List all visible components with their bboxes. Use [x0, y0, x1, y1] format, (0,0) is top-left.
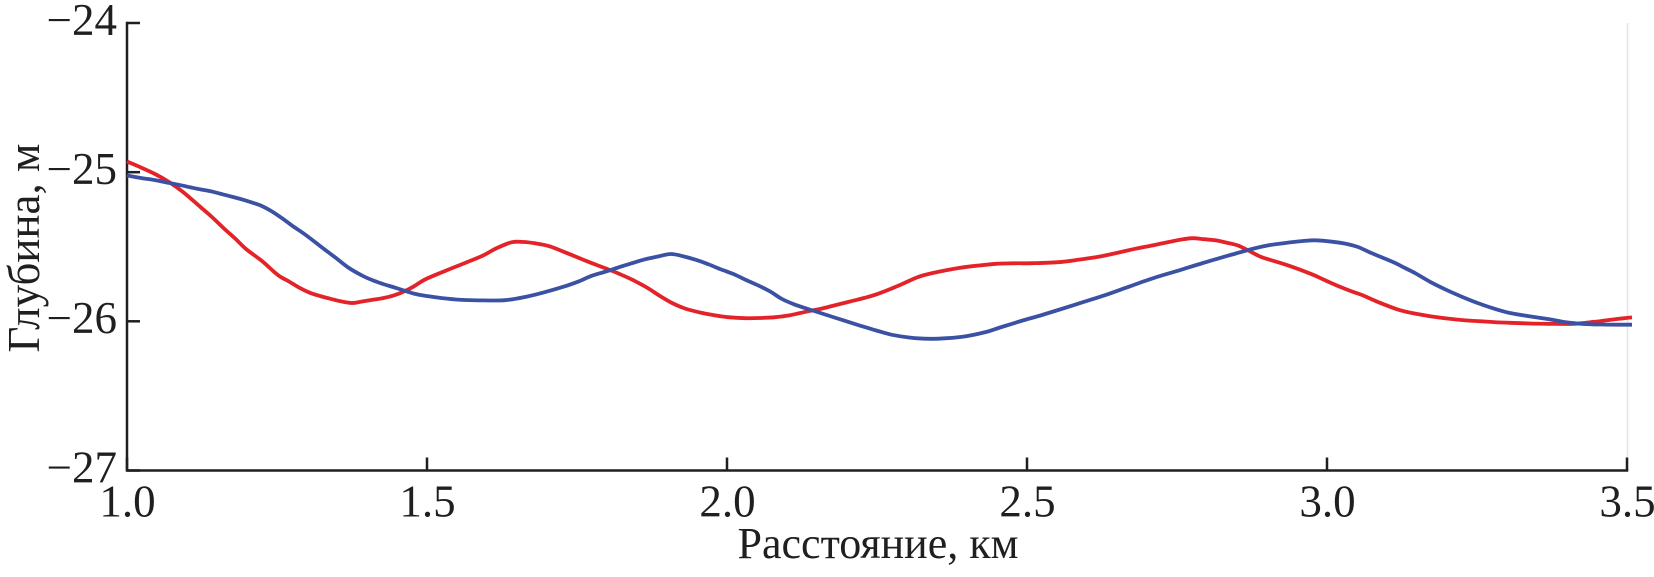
- svg-text:1.0: 1.0: [99, 477, 155, 527]
- svg-text:2.5: 2.5: [999, 477, 1055, 527]
- svg-text:3.5: 3.5: [1599, 477, 1654, 527]
- svg-text:−26: −26: [47, 293, 117, 343]
- svg-text:−25: −25: [47, 144, 117, 194]
- svg-text:3.0: 3.0: [1299, 477, 1355, 527]
- svg-text:1.5: 1.5: [399, 477, 455, 527]
- svg-text:Расстояние, км: Расстояние, км: [738, 519, 1019, 568]
- svg-text:−24: −24: [47, 0, 117, 45]
- svg-text:2.0: 2.0: [699, 477, 755, 527]
- svg-text:−27: −27: [47, 442, 117, 492]
- svg-text:Глубина, м: Глубина, м: [0, 143, 49, 352]
